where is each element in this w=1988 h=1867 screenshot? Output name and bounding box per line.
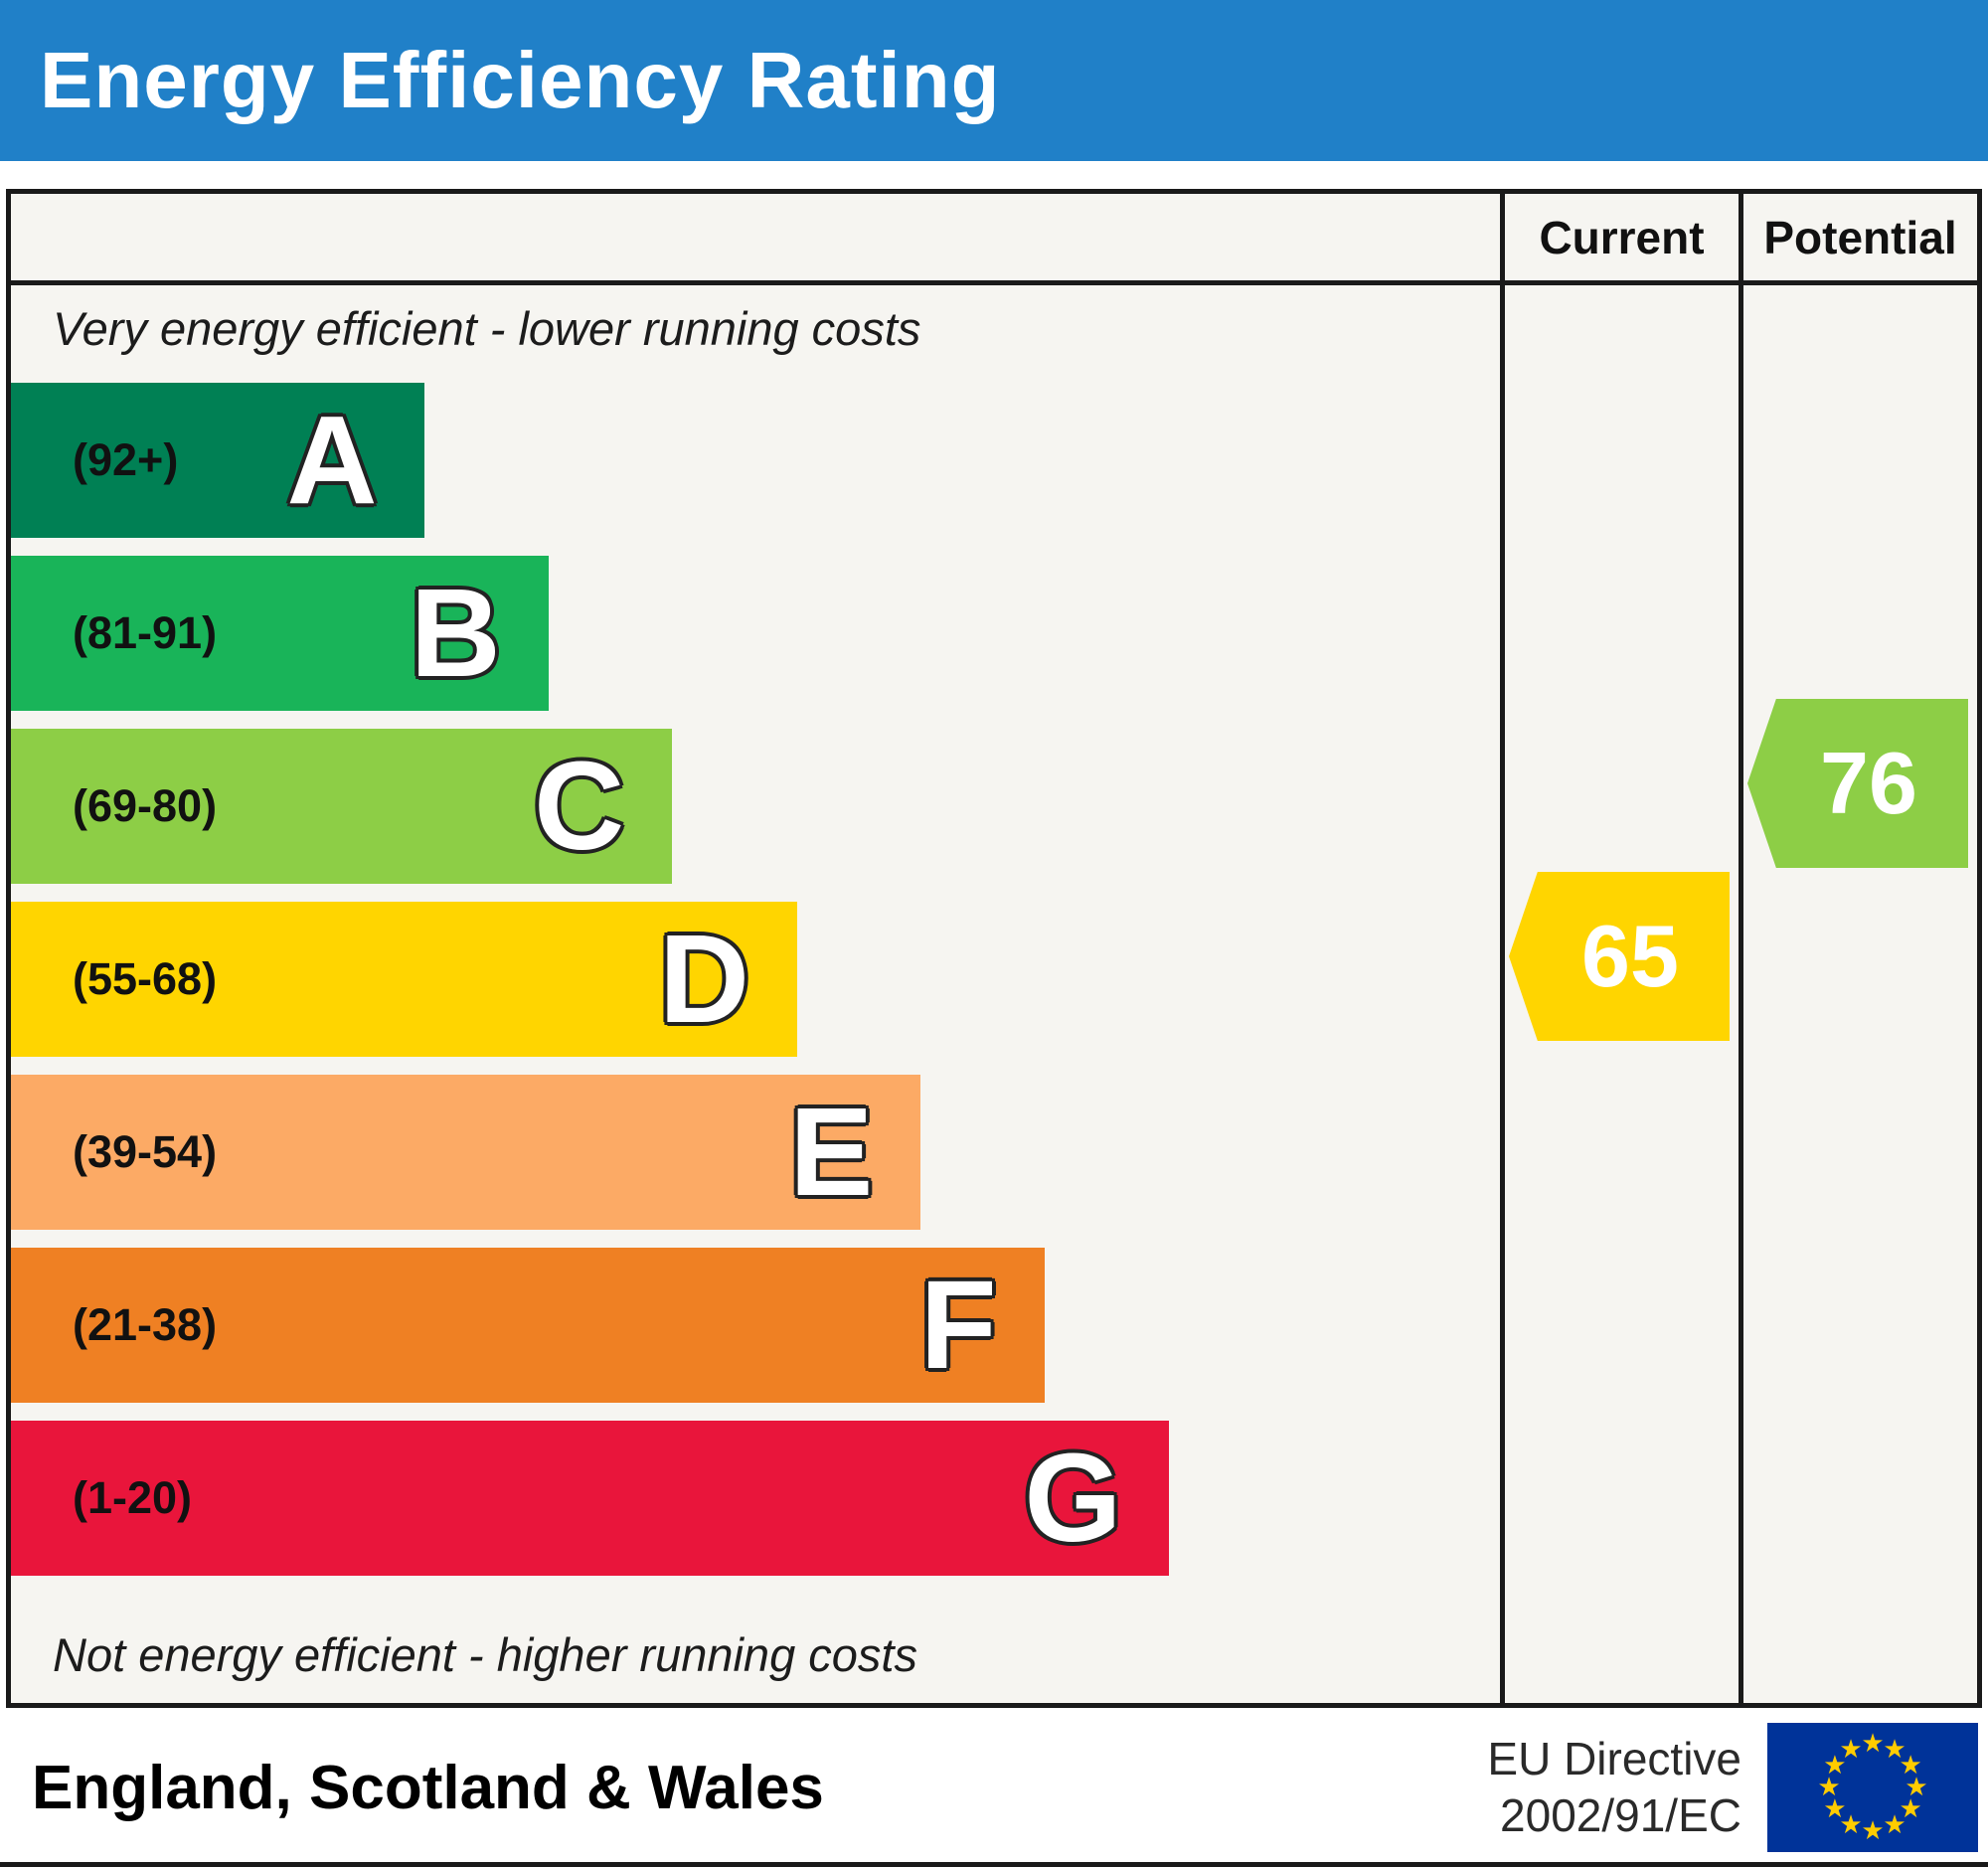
current-rating-arrow: 65 [1509, 872, 1730, 1041]
band-row-c: (69-80) C [11, 729, 1500, 884]
top-caption: Very energy efficient - lower running co… [53, 302, 921, 355]
region-label: England, Scotland & Wales [32, 1753, 824, 1822]
band-row-f: (21-38) F [11, 1248, 1500, 1403]
svg-text:★: ★ [1839, 1810, 1862, 1840]
svg-text:★: ★ [1861, 1816, 1884, 1846]
bottom-caption: Not energy efficient - higher running co… [53, 1628, 917, 1681]
svg-text:★: ★ [1839, 1735, 1862, 1765]
page-title: Energy Efficiency Rating [40, 36, 1001, 124]
band-letter: B [410, 563, 501, 703]
eu-flag-icon: ★★★★★★★★★★★★ [1767, 1723, 1978, 1852]
band-letter: G [1024, 1428, 1122, 1568]
svg-text:★: ★ [1883, 1810, 1905, 1840]
current-column-header: Current [1500, 194, 1739, 285]
band-range-label: (92+) [73, 434, 179, 485]
header-banner: Energy Efficiency Rating [0, 0, 1988, 161]
band-bar-f: (21-38) F [11, 1248, 1045, 1403]
svg-text:★: ★ [1823, 1751, 1846, 1781]
band-letter: A [286, 390, 378, 530]
band-row-b: (81-91) B [11, 556, 1500, 711]
band-row-g: (1-20) G [11, 1421, 1500, 1576]
band-row-e: (39-54) E [11, 1075, 1500, 1230]
potential-column: 76 [1739, 285, 1977, 1703]
bands-header-spacer [11, 194, 1500, 285]
footer: England, Scotland & Wales EU Directive 2… [0, 1708, 1988, 1862]
band-range-label: (81-91) [73, 607, 218, 658]
eu-directive-line2: 2002/91/EC [1500, 1789, 1741, 1841]
potential-column-header: Potential [1739, 194, 1977, 285]
svg-text:★: ★ [1823, 1794, 1846, 1824]
band-letter: E [789, 1082, 874, 1222]
band-range-label: (1-20) [73, 1472, 193, 1523]
svg-text:★: ★ [1905, 1773, 1927, 1802]
bands-area: Very energy efficient - lower running co… [11, 285, 1500, 1703]
svg-text:★: ★ [1899, 1794, 1921, 1824]
current-column: 65 [1500, 285, 1739, 1703]
band-bar-b: (81-91) B [11, 556, 549, 711]
current-rating-value: 65 [1581, 907, 1679, 1005]
band-letter: F [919, 1255, 997, 1395]
svg-text:★: ★ [1861, 1729, 1884, 1759]
band-bar-c: (69-80) C [11, 729, 673, 884]
band-bar-g: (1-20) G [11, 1421, 1170, 1576]
svg-text:★: ★ [1899, 1751, 1921, 1781]
band-bar-a: (92+) A [11, 383, 425, 538]
potential-rating-arrow: 76 [1747, 699, 1968, 868]
band-bar-d: (55-68) D [11, 902, 797, 1057]
band-range-label: (39-54) [73, 1126, 218, 1177]
band-letter: D [658, 909, 749, 1049]
band-range-label: (21-38) [73, 1299, 218, 1350]
band-bar-e: (39-54) E [11, 1075, 921, 1230]
band-range-label: (55-68) [73, 953, 218, 1004]
svg-text:★: ★ [1817, 1773, 1840, 1802]
band-row-a: (92+) A [11, 383, 1500, 538]
eu-directive-line1: EU Directive [1487, 1732, 1741, 1784]
svg-text:★: ★ [1883, 1735, 1905, 1765]
energy-rating-chart: Current Potential Very energy efficient … [6, 189, 1982, 1708]
band-row-d: (55-68) D [11, 902, 1500, 1057]
band-range-label: (69-80) [73, 780, 218, 831]
potential-rating-value: 76 [1820, 734, 1917, 832]
eu-directive-text: EU Directive 2002/91/EC [1487, 1731, 1741, 1845]
band-letter: C [534, 736, 625, 876]
